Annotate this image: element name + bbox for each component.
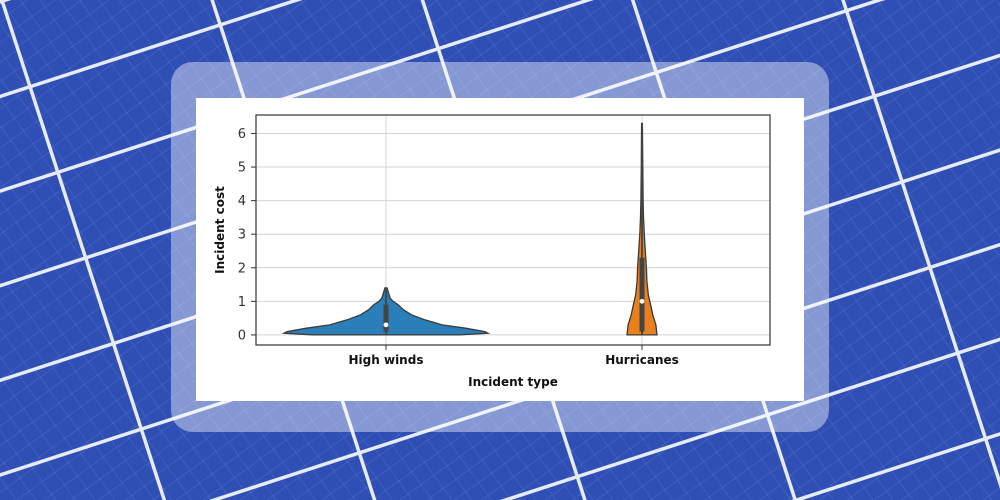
x-categories: High winds Hurricanes <box>349 345 679 367</box>
x-category-label: Hurricanes <box>605 353 679 367</box>
grid-lines <box>256 115 770 345</box>
y-tick-label: 1 <box>238 295 246 310</box>
y-tick-label: 3 <box>238 228 246 243</box>
violin-median-point <box>383 322 389 328</box>
chart-card: 0 1 2 3 4 5 6 High winds Hurricanes Incident ty… <box>196 98 804 401</box>
plot-frame <box>255 114 771 346</box>
violin-iqr-box <box>639 257 645 332</box>
violins <box>281 122 658 336</box>
x-category-label: High winds <box>349 353 424 367</box>
y-tick-label: 6 <box>238 127 246 142</box>
y-tick-label: 5 <box>238 161 246 176</box>
violin-median-point <box>639 298 645 304</box>
y-tick-label: 4 <box>238 194 246 209</box>
y-axis-label: Incident cost <box>213 186 227 274</box>
violin-iqr-box <box>383 304 389 332</box>
x-axis-label: Incident type <box>468 375 558 389</box>
y-tick-label: 0 <box>238 328 246 343</box>
y-ticks: 0 1 2 3 4 5 6 <box>238 127 256 343</box>
violin-chart: 0 1 2 3 4 5 6 High winds Hurricanes Incident ty… <box>213 114 771 389</box>
y-tick-label: 2 <box>238 261 246 276</box>
